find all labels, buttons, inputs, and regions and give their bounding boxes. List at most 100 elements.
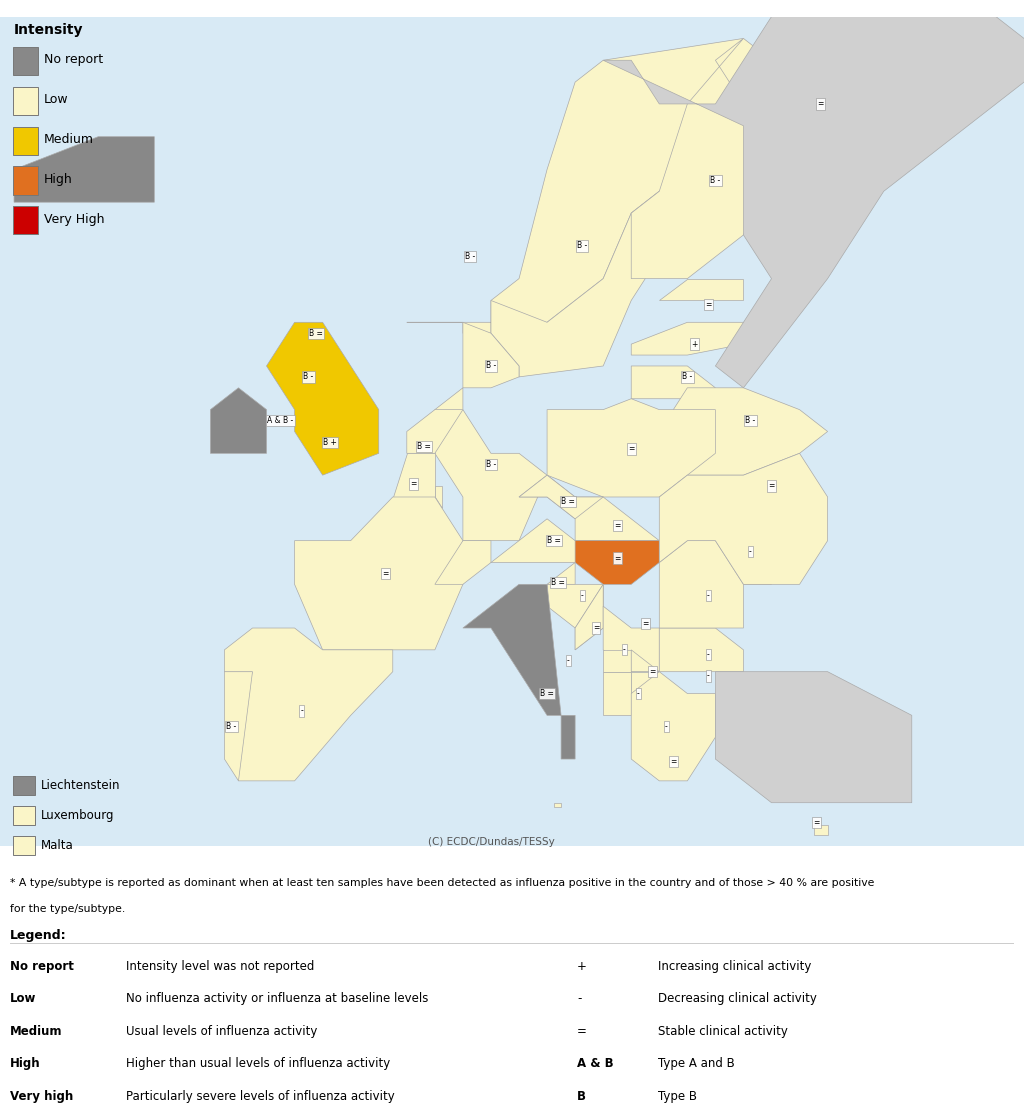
Text: Legend:: Legend: [10, 929, 67, 942]
FancyBboxPatch shape [13, 86, 38, 115]
Text: B =: B = [540, 689, 554, 698]
FancyBboxPatch shape [13, 167, 38, 195]
Text: B -: B - [485, 460, 496, 469]
Text: -: - [581, 591, 584, 599]
Text: -: - [665, 722, 668, 731]
Polygon shape [14, 137, 155, 202]
Polygon shape [575, 584, 603, 650]
Text: =: = [817, 100, 823, 108]
FancyBboxPatch shape [13, 207, 38, 234]
Text: +: + [691, 340, 697, 348]
Text: Very high: Very high [10, 1089, 74, 1103]
Text: =: = [642, 619, 648, 628]
Text: for the type/subtype.: for the type/subtype. [10, 904, 126, 914]
Polygon shape [603, 17, 1024, 388]
Text: =: = [411, 479, 417, 489]
Text: Particularly severe levels of influenza activity: Particularly severe levels of influenza … [126, 1089, 394, 1103]
Text: =: = [813, 817, 819, 827]
Text: Luxembourg: Luxembourg [41, 810, 115, 822]
Text: Type A and B: Type A and B [657, 1057, 734, 1071]
Polygon shape [631, 39, 771, 279]
Polygon shape [490, 126, 743, 377]
Text: Decreasing clinical activity: Decreasing clinical activity [657, 992, 816, 1005]
Text: Medium: Medium [44, 133, 94, 146]
FancyBboxPatch shape [13, 776, 35, 795]
Text: =: = [614, 554, 621, 563]
Text: -: - [623, 645, 626, 655]
Text: Very High: Very High [44, 212, 104, 226]
Polygon shape [435, 388, 547, 541]
Text: A & B -: A & B - [267, 416, 294, 425]
Polygon shape [519, 476, 603, 519]
Text: =: = [628, 445, 635, 453]
Text: -: - [300, 707, 303, 716]
Polygon shape [266, 322, 379, 476]
Polygon shape [519, 476, 603, 519]
Polygon shape [393, 453, 435, 497]
Text: =: = [383, 568, 389, 578]
Polygon shape [603, 650, 631, 671]
Text: Higher than usual levels of influenza activity: Higher than usual levels of influenza ac… [126, 1057, 390, 1071]
Text: Intensity: Intensity [13, 23, 83, 38]
Text: B +: B + [323, 438, 337, 447]
Polygon shape [575, 584, 603, 650]
Polygon shape [631, 366, 716, 399]
Text: B -: B - [682, 373, 692, 382]
FancyBboxPatch shape [13, 836, 35, 855]
Polygon shape [659, 279, 743, 301]
Polygon shape [659, 541, 743, 628]
Text: =: = [578, 1024, 587, 1037]
Polygon shape [814, 825, 827, 835]
Text: B -: B - [577, 241, 587, 250]
Polygon shape [547, 563, 575, 584]
Text: B: B [578, 1089, 586, 1103]
Text: Malta: Malta [41, 839, 74, 852]
Polygon shape [716, 671, 911, 803]
Text: High: High [10, 1057, 41, 1071]
Text: Stable clinical activity: Stable clinical activity [657, 1024, 787, 1037]
Text: Intensity level was not reported: Intensity level was not reported [126, 960, 314, 972]
Polygon shape [554, 803, 561, 807]
Polygon shape [407, 39, 771, 333]
Text: B =: B = [547, 536, 561, 545]
Text: +: + [578, 960, 587, 972]
Text: -: - [707, 671, 710, 680]
Text: High: High [44, 173, 73, 186]
Text: =: = [649, 667, 655, 676]
Polygon shape [631, 671, 659, 693]
Text: -: - [707, 649, 710, 659]
Polygon shape [224, 671, 253, 781]
Text: -: - [637, 689, 640, 698]
Text: B =: B = [561, 497, 575, 505]
Polygon shape [490, 519, 603, 563]
Text: B =: B = [417, 442, 430, 451]
Text: =: = [706, 301, 712, 310]
Text: =: = [593, 624, 599, 633]
Text: Increasing clinical activity: Increasing clinical activity [657, 960, 811, 972]
Polygon shape [603, 606, 659, 671]
Text: B =: B = [551, 577, 565, 586]
Polygon shape [743, 541, 771, 584]
Text: B -: B - [226, 722, 237, 731]
Text: B -: B - [465, 252, 475, 261]
Polygon shape [659, 453, 827, 584]
Polygon shape [659, 388, 827, 476]
Text: B -: B - [745, 416, 756, 425]
Polygon shape [631, 650, 659, 671]
Text: =: = [614, 521, 621, 530]
Text: No report: No report [44, 53, 103, 66]
Polygon shape [463, 322, 519, 388]
Text: Low: Low [10, 992, 37, 1005]
Polygon shape [463, 584, 575, 759]
Polygon shape [407, 409, 463, 453]
Text: Usual levels of influenza activity: Usual levels of influenza activity [126, 1024, 317, 1037]
Text: =: = [768, 481, 775, 491]
Polygon shape [224, 628, 393, 781]
Polygon shape [435, 541, 490, 584]
FancyBboxPatch shape [13, 126, 38, 155]
Polygon shape [547, 399, 716, 497]
FancyBboxPatch shape [13, 46, 38, 75]
Text: -: - [707, 591, 710, 599]
Polygon shape [631, 671, 716, 781]
Polygon shape [210, 388, 266, 453]
